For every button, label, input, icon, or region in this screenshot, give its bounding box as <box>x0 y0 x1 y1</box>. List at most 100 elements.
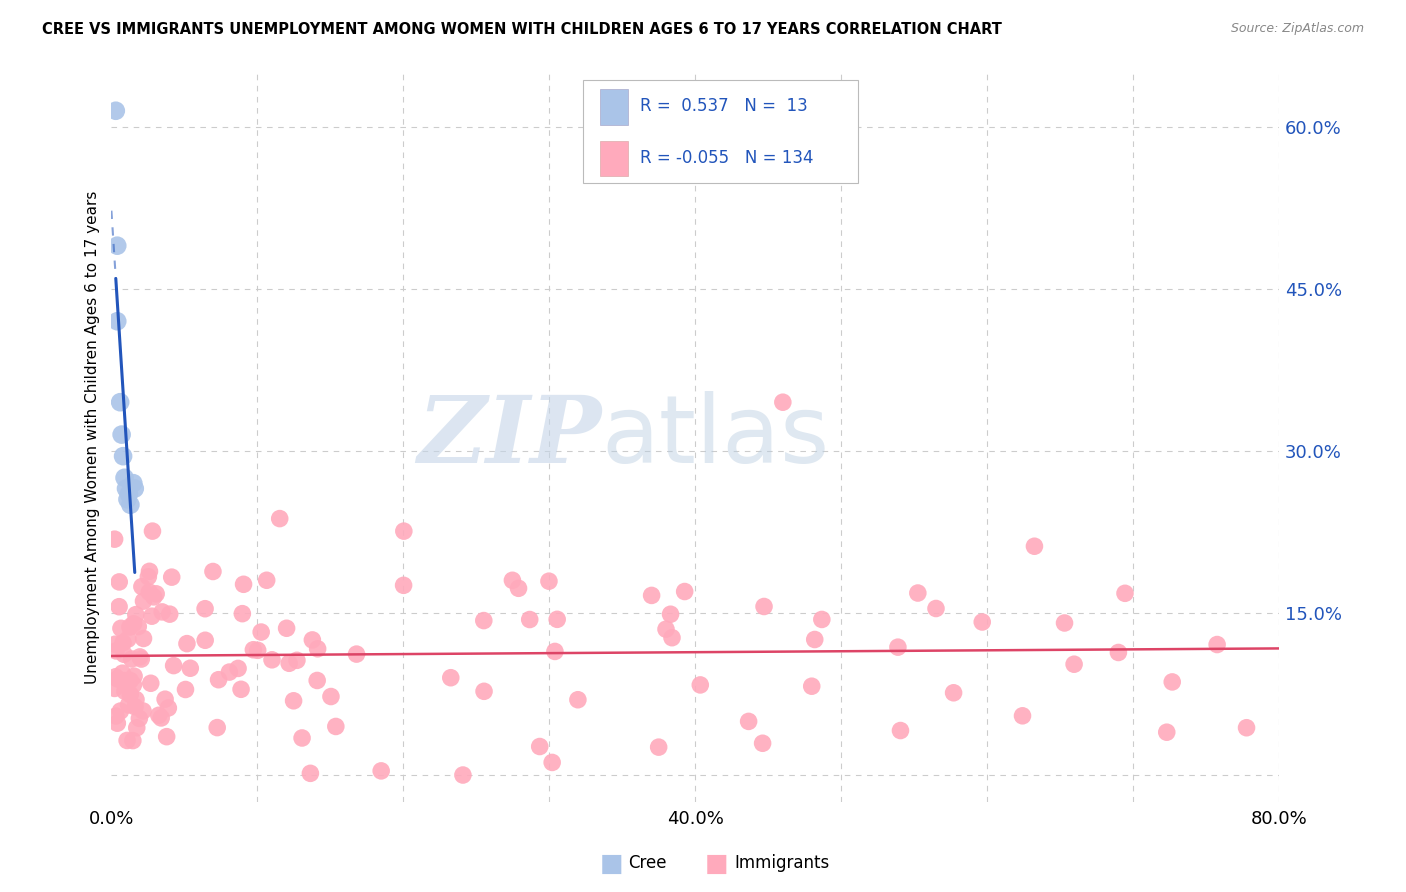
Point <box>226 661 249 675</box>
Point <box>112 636 135 650</box>
Point <box>325 719 347 733</box>
Point <box>440 671 463 685</box>
Point <box>811 612 834 626</box>
Point <box>122 678 145 692</box>
Point <box>148 708 170 723</box>
Point <box>659 607 682 622</box>
Text: ■: ■ <box>706 852 728 875</box>
Point <box>132 632 155 646</box>
Point <box>112 647 135 661</box>
Point <box>889 723 911 738</box>
Point <box>472 614 495 628</box>
Point <box>115 482 138 496</box>
Point <box>194 601 217 615</box>
Point <box>451 768 474 782</box>
Point <box>256 574 278 588</box>
Point <box>110 704 132 718</box>
Point <box>141 609 163 624</box>
Point <box>174 682 197 697</box>
Point <box>269 511 291 525</box>
Point <box>153 692 176 706</box>
Point <box>156 730 179 744</box>
Point <box>104 670 127 684</box>
Point <box>120 673 142 688</box>
Point <box>647 740 669 755</box>
Point <box>370 764 392 778</box>
Point <box>159 607 181 622</box>
Point <box>118 620 141 634</box>
Point <box>529 739 551 754</box>
Point <box>655 622 678 636</box>
Point <box>752 599 775 614</box>
Point <box>104 637 127 651</box>
Point <box>117 632 139 646</box>
Point <box>108 574 131 589</box>
Point <box>519 613 541 627</box>
Point <box>132 594 155 608</box>
Point <box>1053 615 1076 630</box>
Point <box>299 766 322 780</box>
Point <box>117 492 139 507</box>
Point <box>661 631 683 645</box>
Point <box>104 103 127 118</box>
Point <box>800 679 823 693</box>
Point <box>142 590 165 604</box>
Point <box>1161 674 1184 689</box>
Point <box>138 570 160 584</box>
Point <box>207 673 229 687</box>
Point <box>1206 638 1229 652</box>
Point <box>131 652 153 666</box>
Point <box>117 698 139 712</box>
Point <box>942 686 965 700</box>
Point <box>472 684 495 698</box>
Point <box>544 644 567 658</box>
Point <box>139 676 162 690</box>
Point <box>120 498 142 512</box>
Point <box>110 621 132 635</box>
Point <box>112 673 135 688</box>
Point <box>307 673 329 688</box>
Point <box>925 601 948 615</box>
Point <box>907 586 929 600</box>
Point <box>125 607 148 622</box>
Text: CREE VS IMMIGRANTS UNEMPLOYMENT AMONG WOMEN WITH CHILDREN AGES 6 TO 17 YEARS COR: CREE VS IMMIGRANTS UNEMPLOYMENT AMONG WO… <box>42 22 1002 37</box>
Point <box>121 652 143 666</box>
Point <box>114 684 136 698</box>
Point <box>1063 657 1085 672</box>
Point <box>276 621 298 635</box>
Text: R = -0.055   N = 134: R = -0.055 N = 134 <box>640 149 813 167</box>
Point <box>122 616 145 631</box>
Point <box>260 653 283 667</box>
Point <box>124 699 146 714</box>
Point <box>508 582 530 596</box>
Point <box>537 574 560 589</box>
Point <box>179 661 201 675</box>
Point <box>689 678 711 692</box>
Text: R =  0.537   N =  13: R = 0.537 N = 13 <box>640 97 807 115</box>
Point <box>145 587 167 601</box>
Point <box>118 487 141 501</box>
Point <box>205 721 228 735</box>
Point <box>1011 708 1033 723</box>
Point <box>107 672 129 686</box>
Point <box>751 736 773 750</box>
Point <box>104 532 127 546</box>
Point <box>250 625 273 640</box>
Point <box>242 642 264 657</box>
Point <box>278 657 301 671</box>
Point <box>887 640 910 655</box>
Point <box>111 427 134 442</box>
Point <box>501 574 523 588</box>
Point <box>541 756 564 770</box>
Point <box>546 612 568 626</box>
Point <box>125 692 148 706</box>
Point <box>972 615 994 629</box>
Point <box>307 641 329 656</box>
Point <box>640 589 662 603</box>
Point <box>121 733 143 747</box>
Point <box>104 709 127 723</box>
Point <box>160 570 183 584</box>
Point <box>132 704 155 718</box>
Point <box>194 633 217 648</box>
Point <box>105 314 128 328</box>
